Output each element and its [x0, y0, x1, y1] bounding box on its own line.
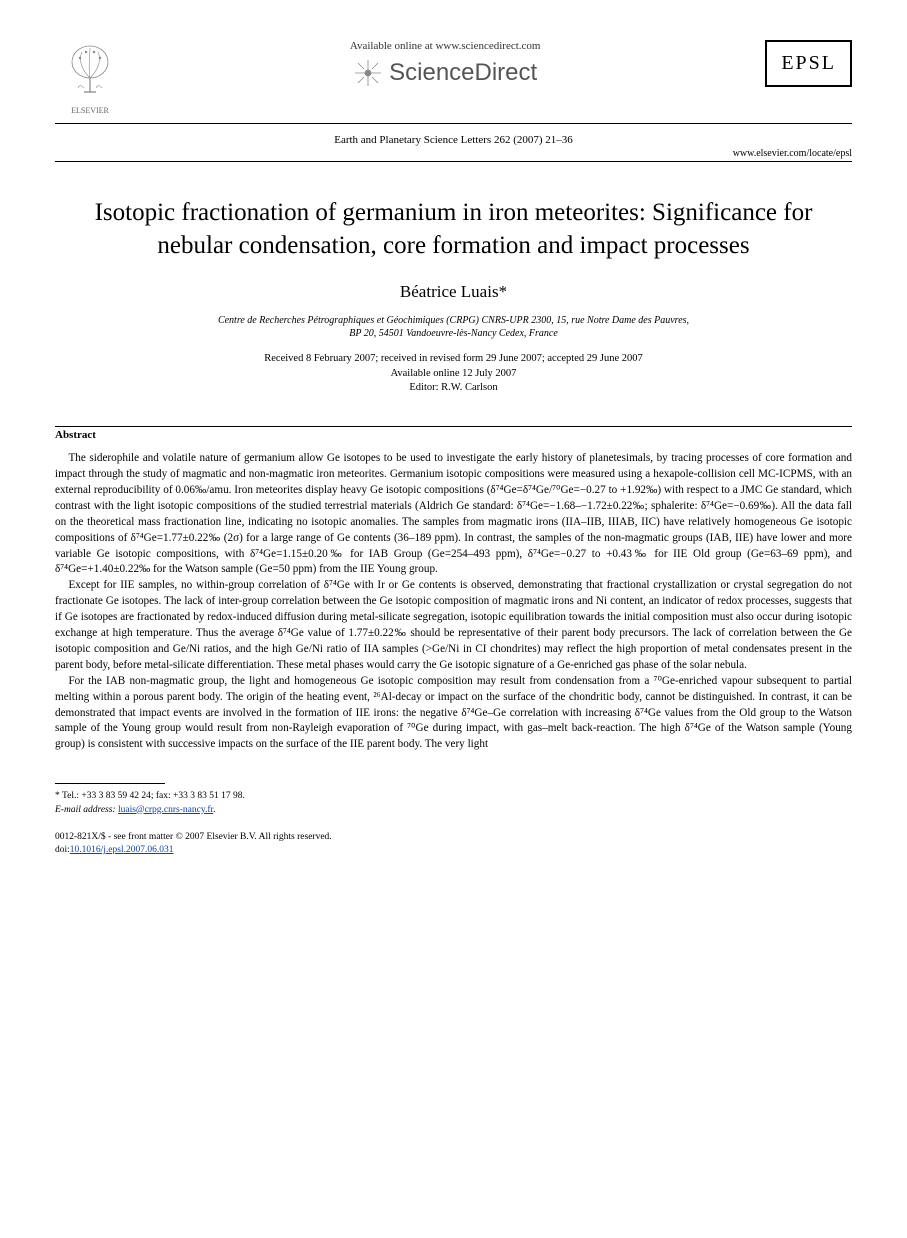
doi-line: doi:10.1016/j.epsl.2007.06.031: [55, 844, 852, 857]
email-suffix: .: [213, 805, 215, 815]
abstract-paragraph: Except for IIE samples, no within-group …: [55, 578, 852, 673]
corresponding-footnote: * Tel.: +33 3 83 59 42 24; fax: +33 3 83…: [55, 790, 852, 817]
copyright-block: 0012-821X/$ - see front matter © 2007 El…: [55, 831, 852, 858]
center-header: Available online at www.sciencedirect.co…: [125, 40, 765, 88]
author-corresponding-marker: *: [499, 282, 508, 301]
affiliation: Centre de Recherches Pétrographiques et …: [55, 314, 852, 340]
doi-label: doi:: [55, 845, 70, 855]
article-dates: Received 8 February 2007; received in re…: [55, 352, 852, 396]
journal-url: www.elsevier.com/locate/epsl: [55, 148, 852, 159]
available-online-text: Available online at www.sciencedirect.co…: [145, 40, 745, 52]
header-rule-bottom: [55, 161, 852, 162]
abstract-rule-top: [55, 426, 852, 427]
footnote-marker: *: [55, 791, 60, 801]
journal-citation: Earth and Planetary Science Letters 262 …: [55, 134, 852, 146]
author-name: Béatrice Luais: [400, 282, 499, 301]
elsevier-label: ELSEVIER: [55, 106, 125, 115]
available-online-line: Available online 12 July 2007: [55, 367, 852, 382]
sciencedirect-text: ScienceDirect: [389, 59, 537, 87]
elsevier-logo: ELSEVIER: [55, 40, 125, 115]
abstract-heading: Abstract: [55, 429, 852, 441]
author-line: Béatrice Luais*: [55, 282, 852, 302]
footnote-email-line: E-mail address: luais@crpg.cnrs-nancy.fr…: [55, 804, 852, 817]
sciencedirect-flare-icon: [353, 58, 383, 88]
article-title: Isotopic fractionation of germanium in i…: [55, 197, 852, 262]
epsl-journal-box: EPSL: [765, 40, 852, 87]
editor-line: Editor: R.W. Carlson: [55, 381, 852, 396]
footnote-contact: * Tel.: +33 3 83 59 42 24; fax: +33 3 83…: [55, 790, 852, 803]
header-row: ELSEVIER Available online at www.science…: [55, 40, 852, 115]
header-rule-top: [55, 123, 852, 124]
abstract-paragraph: The siderophile and volatile nature of g…: [55, 451, 852, 578]
received-line: Received 8 February 2007; received in re…: [55, 352, 852, 367]
footnote-rule: [55, 783, 165, 784]
sciencedirect-brand: ScienceDirect: [145, 58, 745, 88]
email-link[interactable]: luais@crpg.cnrs-nancy.fr: [118, 805, 213, 815]
abstract-body: The siderophile and volatile nature of g…: [55, 451, 852, 753]
abstract-paragraph: For the IAB non-magmatic group, the ligh…: [55, 674, 852, 754]
footnote-tel: Tel.: +33 3 83 59 42 24; fax: +33 3 83 5…: [62, 791, 245, 801]
affiliation-line-1: Centre de Recherches Pétrographiques et …: [55, 314, 852, 327]
doi-link[interactable]: 10.1016/j.epsl.2007.06.031: [70, 845, 174, 855]
affiliation-line-2: BP 20, 54501 Vandoeuvre-lès-Nancy Cedex,…: [55, 327, 852, 340]
elsevier-tree-icon: [60, 40, 120, 100]
copyright-line: 0012-821X/$ - see front matter © 2007 El…: [55, 831, 852, 844]
email-label: E-mail address:: [55, 805, 116, 815]
